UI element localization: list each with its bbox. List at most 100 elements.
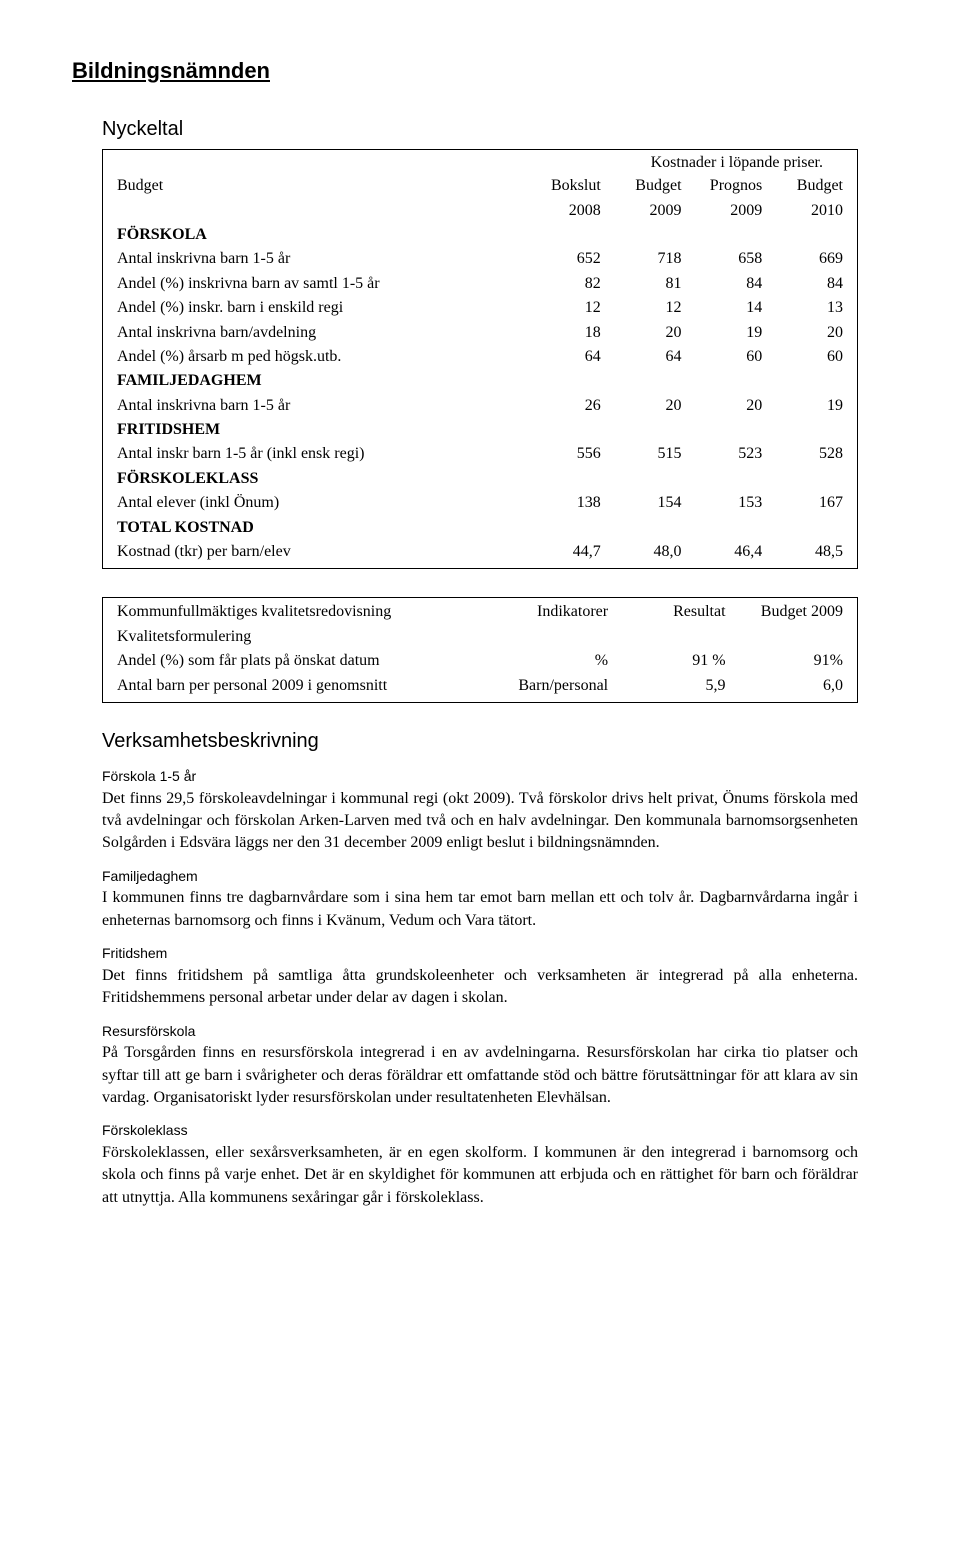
table-row: Andel (%) inskrivna barn av samtl 1-5 år… [113, 272, 847, 296]
cell-value: 556 [524, 442, 605, 466]
cell-value [686, 369, 767, 393]
cell-value: 64 [605, 345, 686, 369]
col-year [113, 199, 524, 223]
page-title: Bildningsnämnden [72, 56, 888, 87]
section-paragraph: Förskoleklassen, eller sexårsverksamhete… [102, 1142, 858, 1209]
cell-value [524, 418, 605, 442]
row-label: Antal elever (inkl Önum) [113, 491, 524, 515]
cell-value: 718 [605, 247, 686, 271]
cell-value [605, 418, 686, 442]
cell-value [524, 223, 605, 247]
table-row: FÖRSKOLA [113, 223, 847, 247]
cell-value: 528 [766, 442, 847, 466]
table-row: Antal inskr barn 1-5 år (inkl ensk regi)… [113, 442, 847, 466]
section-paragraph: I kommunen finns tre dagbarnvårdare som … [102, 887, 858, 932]
cell-value: 48,0 [605, 540, 686, 564]
cell-value: 5,9 [612, 674, 729, 698]
cell-value: 64 [524, 345, 605, 369]
cell-value: 60 [766, 345, 847, 369]
row-label: FAMILJEDAGHEM [113, 369, 524, 393]
verk-body: Förskola 1-5 årDet finns 29,5 förskoleav… [102, 767, 858, 1209]
row-label: Antal inskr barn 1-5 år (inkl ensk regi) [113, 442, 524, 466]
col-header: Resultat [612, 600, 729, 624]
col-year: 2010 [766, 199, 847, 223]
cell-value: % [465, 649, 612, 673]
row-label: TOTAL KOSTNAD [113, 516, 524, 540]
section-paragraph: Det finns fritidshem på samtliga åtta gr… [102, 965, 858, 1010]
table-row: Antal inskrivna barn/avdelning18201920 [113, 321, 847, 345]
col-subheader: Kvalitetsformulering [113, 625, 465, 649]
cell-value [605, 369, 686, 393]
table-subheader-row: Kvalitetsformulering [113, 625, 847, 649]
section-subhead: Resursförskola [102, 1022, 858, 1042]
cell-value: 20 [605, 394, 686, 418]
cell-value: 60 [686, 345, 767, 369]
table-row: Andel (%) som får plats på önskat datum%… [113, 649, 847, 673]
col-header: Budget [605, 174, 686, 198]
section-paragraph: Det finns 29,5 förskoleavdelningar i kom… [102, 788, 858, 855]
table-row: Andel (%) årsarb m ped högsk.utb.6464606… [113, 345, 847, 369]
section-subhead: Förskola 1-5 år [102, 767, 858, 787]
table-row: Antal barn per personal 2009 i genomsnit… [113, 674, 847, 698]
cell-value [766, 418, 847, 442]
nyckeltal-table: Budget Bokslut Budget Prognos Budget 200… [113, 174, 847, 564]
cell-value: 20 [605, 321, 686, 345]
kvred-table: Kommunfullmäktiges kvalitetsredovisning … [113, 600, 847, 698]
cell-value [766, 369, 847, 393]
section-subhead: Fritidshem [102, 944, 858, 964]
cell-value: 138 [524, 491, 605, 515]
cell-value: 652 [524, 247, 605, 271]
table-row: Andel (%) inskr. barn i enskild regi1212… [113, 296, 847, 320]
cell-value [686, 467, 767, 491]
nyckeltal-heading: Nyckeltal [102, 115, 888, 143]
section-subhead: Förskoleklass [102, 1121, 858, 1141]
kvred-table-wrap: Kommunfullmäktiges kvalitetsredovisning … [102, 597, 858, 703]
cell-value: Barn/personal [465, 674, 612, 698]
cell-value: 46,4 [686, 540, 767, 564]
table-header-row: 2008 2009 2009 2010 [113, 199, 847, 223]
col-header: Budget [113, 174, 524, 198]
cell-value [686, 516, 767, 540]
row-label: Antal inskrivna barn/avdelning [113, 321, 524, 345]
cell-value: 20 [686, 394, 767, 418]
col-subheader [612, 625, 729, 649]
col-header: Indikatorer [465, 600, 612, 624]
cell-value [686, 418, 767, 442]
cell-value [605, 516, 686, 540]
row-label: Kostnad (tkr) per barn/elev [113, 540, 524, 564]
row-label: Antal inskrivna barn 1-5 år [113, 247, 524, 271]
cell-value: 44,7 [524, 540, 605, 564]
table-row: TOTAL KOSTNAD [113, 516, 847, 540]
cell-value: 13 [766, 296, 847, 320]
row-label: Antal inskrivna barn 1-5 år [113, 394, 524, 418]
row-label: Andel (%) inskr. barn i enskild regi [113, 296, 524, 320]
cell-value: 84 [686, 272, 767, 296]
cell-value: 167 [766, 491, 847, 515]
cell-value: 14 [686, 296, 767, 320]
cell-value: 18 [524, 321, 605, 345]
row-label: Antal barn per personal 2009 i genomsnit… [113, 674, 465, 698]
col-subheader [730, 625, 847, 649]
cell-value: 153 [686, 491, 767, 515]
cell-value: 84 [766, 272, 847, 296]
cell-value [605, 223, 686, 247]
table-row: Kostnad (tkr) per barn/elev44,748,046,44… [113, 540, 847, 564]
cell-value: 48,5 [766, 540, 847, 564]
table-row: FAMILJEDAGHEM [113, 369, 847, 393]
cell-value [524, 369, 605, 393]
section-subhead: Familjedaghem [102, 867, 858, 887]
cell-value: 19 [686, 321, 767, 345]
cell-value: 12 [524, 296, 605, 320]
table-row: Antal elever (inkl Önum)138154153167 [113, 491, 847, 515]
col-year: 2009 [686, 199, 767, 223]
cell-value: 669 [766, 247, 847, 271]
cell-value [766, 467, 847, 491]
cell-value: 515 [605, 442, 686, 466]
col-header: Budget 2009 [730, 600, 847, 624]
table-row: Antal inskrivna barn 1-5 år652718658669 [113, 247, 847, 271]
col-header: Bokslut [524, 174, 605, 198]
col-year: 2008 [524, 199, 605, 223]
nyckeltal-table-wrap: Kostnader i löpande priser. Budget Boksl… [102, 149, 858, 570]
col-header: Prognos [686, 174, 767, 198]
row-label: FÖRSKOLA [113, 223, 524, 247]
